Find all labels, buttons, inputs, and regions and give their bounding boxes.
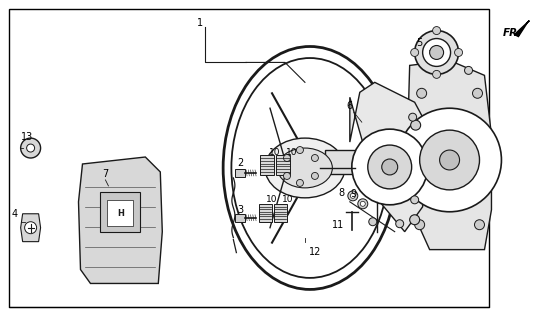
Circle shape <box>440 150 460 170</box>
Polygon shape <box>408 60 492 250</box>
Text: 8: 8 <box>339 188 345 198</box>
Circle shape <box>368 145 412 189</box>
Circle shape <box>348 191 358 201</box>
Text: 10: 10 <box>282 195 294 204</box>
Text: 7: 7 <box>102 169 109 179</box>
Circle shape <box>25 222 37 234</box>
Text: 3: 3 <box>237 205 243 215</box>
Circle shape <box>311 172 319 180</box>
Circle shape <box>350 193 355 198</box>
Text: FR.: FR. <box>502 28 522 37</box>
Text: H: H <box>117 209 124 218</box>
Circle shape <box>415 220 425 230</box>
Text: 11: 11 <box>331 220 344 230</box>
Circle shape <box>465 67 473 74</box>
Circle shape <box>408 113 417 121</box>
Text: 12: 12 <box>309 247 321 257</box>
Text: 1: 1 <box>197 18 203 28</box>
Text: 9: 9 <box>351 189 357 199</box>
Polygon shape <box>79 157 162 284</box>
Circle shape <box>411 120 421 130</box>
Circle shape <box>311 155 319 162</box>
Text: 2: 2 <box>237 158 243 168</box>
Circle shape <box>21 138 41 158</box>
Circle shape <box>398 108 502 212</box>
Bar <box>274 204 287 222</box>
Circle shape <box>27 144 35 152</box>
Circle shape <box>432 70 441 78</box>
Ellipse shape <box>277 148 333 188</box>
Bar <box>235 169 245 177</box>
Circle shape <box>352 129 427 205</box>
Bar <box>100 192 141 232</box>
Circle shape <box>422 38 450 67</box>
Circle shape <box>382 159 398 175</box>
Circle shape <box>369 218 377 226</box>
Circle shape <box>358 199 368 209</box>
Bar <box>325 150 360 174</box>
Circle shape <box>296 147 304 154</box>
Polygon shape <box>514 20 530 36</box>
Text: 5: 5 <box>416 37 423 47</box>
Circle shape <box>455 49 463 56</box>
Text: 10: 10 <box>270 148 281 156</box>
Polygon shape <box>350 82 422 232</box>
Circle shape <box>473 88 483 98</box>
Bar <box>276 155 290 175</box>
Text: 10: 10 <box>266 195 278 204</box>
Bar <box>235 214 245 222</box>
Bar <box>260 155 274 175</box>
Bar <box>259 204 272 222</box>
Circle shape <box>417 88 427 98</box>
Circle shape <box>411 49 418 56</box>
Text: 6: 6 <box>347 101 353 111</box>
Circle shape <box>283 172 291 180</box>
Circle shape <box>430 45 444 60</box>
Circle shape <box>415 31 459 74</box>
Circle shape <box>411 196 418 204</box>
Polygon shape <box>21 214 41 242</box>
Circle shape <box>296 180 304 186</box>
Circle shape <box>283 155 291 162</box>
Circle shape <box>360 201 365 206</box>
Circle shape <box>420 130 479 190</box>
Text: 13: 13 <box>21 132 33 142</box>
Text: 10: 10 <box>286 148 298 156</box>
Bar <box>108 200 133 226</box>
Circle shape <box>432 27 441 35</box>
Bar <box>9 9 489 307</box>
Circle shape <box>396 220 403 228</box>
Text: 4: 4 <box>12 209 18 219</box>
Ellipse shape <box>265 138 345 198</box>
Circle shape <box>410 215 420 225</box>
Circle shape <box>474 220 484 230</box>
